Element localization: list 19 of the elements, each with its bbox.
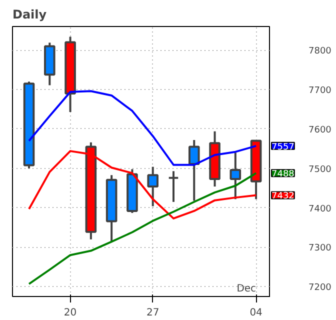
y-tick-label: 7400: [308, 204, 332, 214]
candlestick: [147, 166, 158, 208]
x-tick-label: 04: [250, 308, 262, 318]
candlestick: [168, 170, 180, 203]
y-tick-label: 7600: [308, 125, 332, 136]
candlestick: [230, 152, 242, 200]
y-tick-label: 7300: [308, 244, 332, 254]
y-tick-label: 7200: [308, 283, 332, 294]
y-tick-label: 7700: [308, 86, 332, 96]
x-tick-label: 27: [146, 308, 160, 318]
y-tick-label: 7500: [308, 164, 332, 175]
chart-title: Daily: [12, 8, 47, 22]
data-label: 7488: [272, 170, 295, 180]
candlestick: [188, 139, 200, 202]
line-series: [28, 172, 258, 285]
y-tick-label: 7800: [308, 46, 332, 57]
x-tick-label: 20: [64, 308, 77, 318]
line-series: [28, 90, 258, 166]
annotation: Dec: [236, 284, 256, 294]
